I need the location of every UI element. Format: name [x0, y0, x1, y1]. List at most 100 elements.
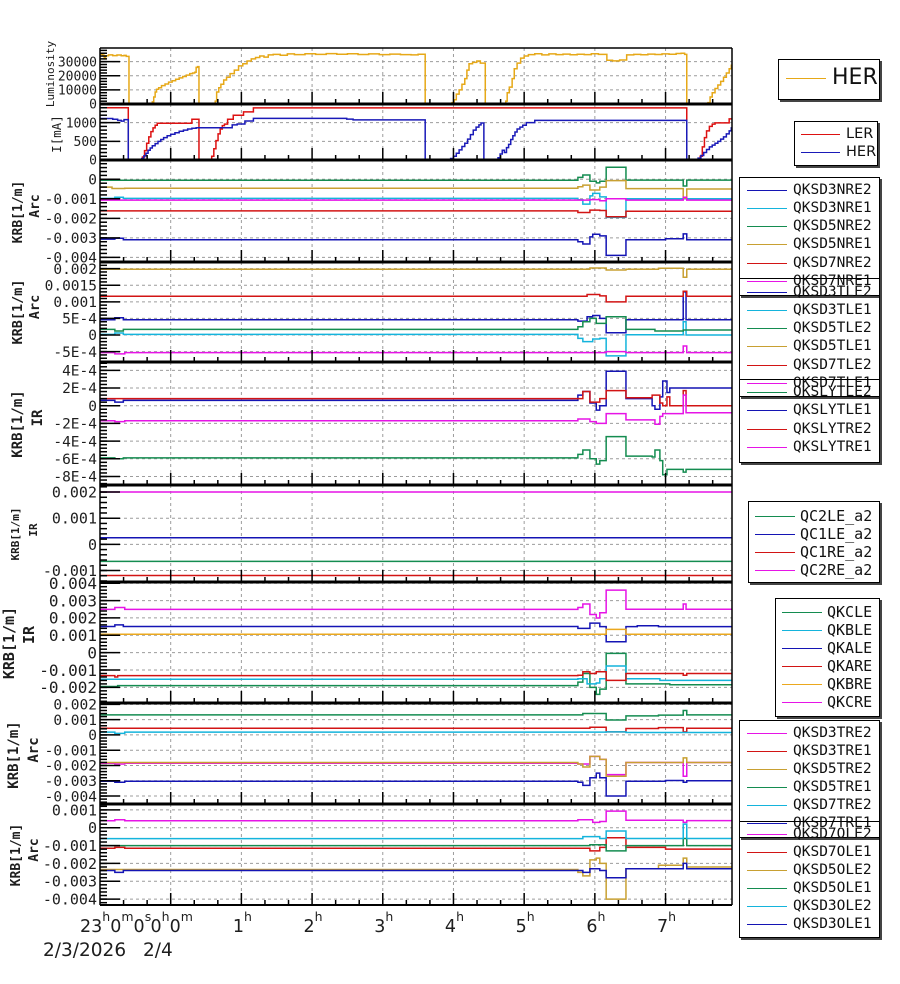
- y-tick-label: 10000: [58, 84, 97, 99]
- x-tick-value: 0: [110, 917, 121, 937]
- legend-entry-qksd3tre2: QKSD3TRE2: [740, 724, 879, 742]
- legend-entry-qksd3nre2: QKSD3NRE2: [740, 181, 879, 199]
- y-axis-title-krb: KRB[1/m]: [9, 508, 22, 561]
- legend-label: QKSD7TRE1: [793, 815, 872, 831]
- x-tick-unit: h: [527, 909, 535, 924]
- y-tick-label: -0.004: [45, 251, 98, 267]
- y-tick-label: -0.001: [45, 192, 97, 208]
- y-tick-label: 0.002: [52, 483, 97, 501]
- x-tick-value: 23: [80, 917, 102, 937]
- y-tick-label: 0: [89, 154, 97, 169]
- legend-line-swatch: [755, 570, 795, 571]
- x-tick-value: 0: [134, 917, 145, 937]
- x-tick-unit: h: [162, 909, 170, 924]
- legend-line-swatch: [747, 924, 787, 925]
- legend-entry-qksd5tle1: QKSD5TLE1: [740, 337, 879, 355]
- legend-line-swatch: [747, 280, 787, 282]
- legend-krb-arc-ol: QKSD7OLE2 QKSD7OLE1 QKSD5OLE2 QKSD5OLE1 QKSD…: [739, 821, 880, 938]
- x-tick-label: 4h: [445, 909, 464, 937]
- legend-label: LER: [846, 126, 874, 142]
- series-line-qksd3nre2: [100, 233, 732, 257]
- legend-entry-qksd3tle1: QKSD3TLE1: [740, 301, 879, 319]
- legend-label: QKSD7OLE2: [793, 826, 872, 842]
- legend-entry-qkare: QKARE: [776, 657, 879, 675]
- chart-frame: [99, 47, 733, 906]
- legend-label: QKSD3NRE1: [793, 199, 872, 216]
- legend-label: QKSD3TLE1: [793, 301, 872, 318]
- legend-label: QKSD5TRE1: [793, 779, 872, 795]
- panel-krb-ir-slyt: 4E-42E-4 0 -2E-4-4E-4 -6E-4 -8E-4: [53, 362, 732, 486]
- legend-label: QKSD5OLE1: [793, 880, 872, 896]
- y-axis-title-krb: KRB[1/m]: [0, 607, 18, 679]
- legend-entry-qc2le-a2: QC2LE_a2: [749, 507, 879, 525]
- legend-line-swatch: [755, 552, 795, 553]
- x-tick-label: 1h: [233, 909, 252, 937]
- legend-label: QC2LE_a2: [800, 507, 873, 525]
- x-tick-unit: h: [315, 909, 323, 924]
- legend-label: QKSD5NRE2: [793, 218, 872, 234]
- legend-line-swatch: [747, 382, 787, 384]
- y-tick-label: 0.0015: [45, 278, 97, 294]
- y-axis-subtitle-section: Arc: [28, 194, 43, 217]
- legend-entry-qksd3nre1: QKSD3NRE1: [740, 199, 879, 217]
- series-line-her: [100, 52, 732, 104]
- legend-entry-ler: LER: [795, 125, 877, 143]
- legend-entry-qksd5ole1: QKSD5OLE1: [740, 879, 879, 897]
- y-tick-label: 2E-4: [62, 381, 97, 397]
- y-axis-title-luminosity: Luminosity: [44, 41, 57, 108]
- x-tick-label: 2h: [304, 909, 323, 937]
- legend-line-swatch: [747, 392, 787, 393]
- legend-entry-her: HER: [779, 65, 879, 91]
- legend-line-swatch: [747, 906, 787, 907]
- legend-line-swatch: [747, 262, 787, 264]
- legend-luminosity: HER: [778, 59, 880, 100]
- legend-label: HER: [832, 65, 878, 90]
- legend-label: QKSD7TLE2: [793, 356, 872, 373]
- y-tick-label: 0: [88, 819, 97, 837]
- series-line-qksd7tre1: [100, 772, 732, 797]
- legend-line-swatch: [747, 226, 787, 227]
- y-tick-label: 0: [88, 328, 97, 344]
- y-tick-label: 0.001: [49, 626, 97, 645]
- x-tick-label: 5h: [516, 909, 535, 937]
- legend-line-swatch: [747, 410, 787, 412]
- y-axis-subtitle-section: Arc: [27, 838, 42, 861]
- legend-label: QKSLYTLE1: [793, 402, 872, 419]
- legend-line-swatch: [747, 446, 787, 448]
- legend-label: QKSD5NRE1: [793, 236, 872, 253]
- y-axis-title-krb: KRB[1/m]: [11, 181, 26, 244]
- legend-line-swatch: [755, 534, 795, 535]
- legend-label: QKSLYTRE2: [793, 420, 872, 437]
- legend-line-swatch: [747, 428, 787, 430]
- series-line-qksd5nre1: [100, 179, 732, 199]
- y-axis-title-krb: KRB[1/m]: [9, 824, 24, 887]
- legend-line-swatch: [747, 834, 787, 835]
- x-tick-value: 6: [586, 917, 597, 937]
- y-tick-label: 0: [88, 728, 97, 744]
- x-tick-unit: s: [145, 909, 152, 924]
- x-tick-value: 3: [374, 917, 385, 937]
- legend-line-swatch: [747, 207, 787, 209]
- x-tick-label: 6h: [586, 909, 605, 937]
- legend-label: QKSD3TLE2: [793, 283, 872, 300]
- legend-line-swatch: [755, 516, 795, 517]
- y-tick-label: 30000: [58, 55, 97, 70]
- series-line-qksd5tre1: [100, 709, 732, 721]
- x-tick-value: 1: [233, 917, 244, 937]
- y-tick-label: 0: [88, 536, 97, 554]
- chart-panels: 0100002000030000050010000-0.001-0.002-0.…: [39, 48, 732, 909]
- series-line-qkslytle2: [100, 435, 732, 476]
- legend-krb-arc-tl: QKSD3TLE2 QKSD3TLE1 QKSD5TLE2 QKSD5TLE1 QKSD…: [739, 278, 880, 397]
- legend-label: QKSD3OLE2: [793, 898, 872, 914]
- legend-entry-qkslytre2: QKSLYTRE2: [740, 420, 879, 438]
- legend-line-swatch: [747, 870, 787, 871]
- y-tick-label: -0.004: [45, 789, 98, 805]
- legend-krb-ir-qc: QC2LE_a2 QC1LE_a2 QC1RE_a2 QC2RE_a2: [748, 501, 880, 583]
- y-tick-label: -4E-4: [53, 434, 97, 450]
- x-tick-unit: h: [456, 909, 464, 924]
- series-line-qksd3ole2: [100, 823, 732, 840]
- panel-krb-arc-nr: 0 -0.001 -0.002 -0.003 -0.004: [45, 160, 732, 267]
- legend-entry-qksd5tle2: QKSD5TLE2: [740, 319, 879, 337]
